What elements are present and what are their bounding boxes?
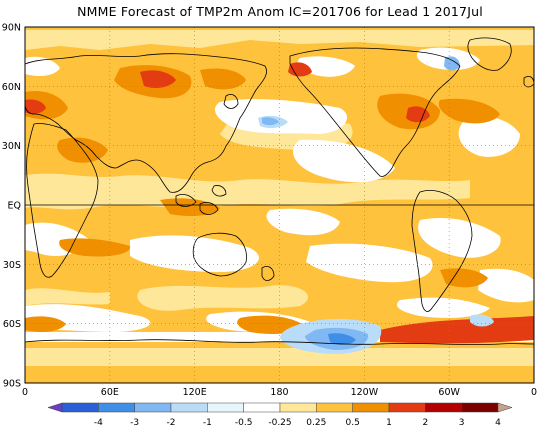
colorbar-segment (316, 402, 353, 413)
longitude-tick-label: 120E (183, 387, 207, 398)
colorbar-segment (170, 402, 208, 413)
longitude-tick-label: 120W (351, 387, 379, 398)
anomaly-field (25, 27, 534, 383)
latitude-tick-label: 60S (3, 319, 21, 330)
hot-anomaly-regions (25, 62, 534, 344)
longitude-tick-label: 0 (22, 387, 28, 398)
australia-outline (192, 232, 247, 277)
colorbar-tick-label: 3 (459, 418, 465, 428)
colorbar-tick-label: -0.25 (268, 418, 291, 428)
longitude-tick-label: 0 (531, 387, 537, 398)
eurasia-outline (25, 53, 267, 193)
map-frame (24, 26, 535, 384)
longitude-tick-label: 180 (270, 387, 288, 398)
longitude-tick-label: 60W (438, 387, 460, 398)
colorbar-tick-label: 4 (495, 418, 501, 428)
colorbar-segment (134, 402, 172, 413)
colorbar-low-extension (47, 402, 63, 413)
latitude-labels: 90N 60N 30N EQ 30S 60S 90S (2, 23, 21, 390)
latitude-tick-label: 30S (3, 260, 21, 271)
colorbar-tick-label: 2 (422, 418, 428, 428)
new-zealand-outline (261, 266, 275, 281)
colorbar-tick-label: -0.5 (235, 418, 253, 428)
colorbar-segment (207, 402, 244, 413)
colorbar-tick-label: 0.25 (306, 418, 326, 428)
colorbar: -4 -3 -2 -1 -0.5 -0.25 0.25 0.5 1 2 3 4 (47, 402, 513, 428)
colorbar-tick-label: -3 (130, 418, 139, 428)
maritime-island-outline (199, 202, 219, 215)
colorbar-high-extension (497, 402, 513, 413)
colorbar-segment (279, 402, 317, 413)
colorbar-tick-label: -1 (203, 418, 212, 428)
colorbar-segment (425, 402, 462, 413)
north-america-outline (289, 47, 461, 177)
colorbar-tick-label: -2 (167, 418, 176, 428)
gridlines (25, 27, 534, 383)
latitude-tick-label: 90S (3, 379, 21, 390)
south-america-outline (411, 190, 473, 312)
map-title: NMME Forecast of TMP2m Anom IC=201706 fo… (77, 4, 483, 19)
colorbar-segment (61, 402, 99, 413)
greenland-outline (467, 37, 512, 71)
colorbar-segment (461, 402, 499, 413)
continent-outlines (25, 37, 534, 345)
latitude-tick-label: 90N (2, 23, 21, 34)
longitude-tick-label: 60E (101, 387, 119, 398)
latitude-tick-label: 30N (2, 141, 21, 152)
antarctica-outline (25, 339, 534, 345)
colorbar-segment (352, 402, 390, 413)
colorbar-tick-label: 0.5 (346, 418, 360, 428)
colorbar-tick-label: -4 (94, 418, 103, 428)
longitude-labels: 0 60E 120E 180 120W 60W 0 (22, 387, 537, 398)
colorbar-tick-label: 1 (386, 418, 392, 428)
maritime-island-outline (211, 185, 227, 197)
colorbar-segment (388, 402, 426, 413)
colorbar-segment (243, 402, 281, 413)
colorbar-segment (98, 402, 135, 413)
latitude-tick-label: EQ (8, 201, 21, 212)
latitude-tick-label: 60N (2, 82, 21, 93)
japan-outline (223, 94, 239, 109)
